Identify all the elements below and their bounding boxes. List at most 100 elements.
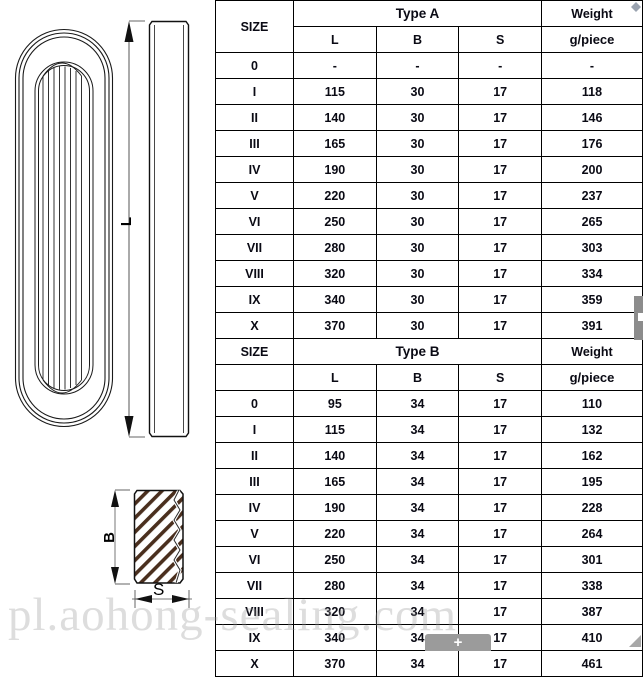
cell-b: 30 [375, 130, 460, 157]
cell-size: IV [215, 494, 294, 521]
cell-b: 34 [375, 416, 460, 443]
cell-size: IX [215, 624, 294, 651]
cell-size: III [215, 130, 294, 157]
cell-s: 17 [458, 494, 542, 521]
cell-l: 370 [293, 312, 377, 339]
cell-weight: 195 [541, 468, 643, 495]
cell-l: 220 [293, 520, 377, 547]
cell-l: 140 [293, 442, 377, 469]
cell-s: 17 [458, 208, 542, 235]
table-row: IX 340 30 17 359 [215, 286, 643, 313]
cell-b: 30 [375, 286, 460, 313]
cell-b: 34 [375, 468, 460, 495]
cell-s: 17 [458, 650, 542, 677]
cell-weight: 391 [541, 312, 643, 339]
cell-weight: 110 [541, 390, 643, 417]
cell-weight: 338 [541, 572, 643, 599]
cell-b: 30 [375, 78, 460, 105]
cell-size: IX [215, 286, 294, 313]
dimension-line-b [100, 489, 130, 585]
cell-size: II [215, 104, 294, 131]
plus-icon: + [453, 634, 463, 651]
scrollbar-thumb[interactable] [634, 296, 643, 340]
cell-s: 17 [458, 598, 542, 625]
cell-size: VI [215, 208, 294, 235]
cell-l: 250 [293, 546, 377, 573]
cell-l: 140 [293, 104, 377, 131]
cell-b: 30 [375, 182, 460, 209]
cell-l: 95 [293, 390, 377, 417]
cell-l: 115 [293, 416, 377, 443]
table-row: V 220 34 17 264 [215, 520, 643, 547]
cell-size: IV [215, 156, 294, 183]
cell-s: 17 [458, 468, 542, 495]
cell-l: 340 [293, 624, 377, 651]
dimension-label-s: S [153, 580, 165, 599]
header-size-spacer [215, 364, 294, 391]
cell-l: 280 [293, 572, 377, 599]
cell-size: I [215, 78, 294, 105]
cell-b: 34 [375, 442, 460, 469]
cell-b: 34 [375, 546, 460, 573]
cell-l: 340 [293, 286, 377, 313]
cell-b: 34 [375, 650, 460, 677]
subheader-weight-unit: g/piece [541, 26, 643, 53]
cell-weight: 228 [541, 494, 643, 521]
table-subheader-row: L B S g/piece [215, 364, 643, 391]
cell-weight: 265 [541, 208, 643, 235]
table-row: I 115 34 17 132 [215, 416, 643, 443]
cell-size: III [215, 468, 294, 495]
header-size: SIZE [215, 0, 294, 53]
cell-b: 30 [375, 234, 460, 261]
subheader-s: S [458, 26, 542, 53]
table-row: VII 280 34 17 338 [215, 572, 643, 599]
header-type: Type B [293, 338, 542, 365]
cell-size: VII [215, 234, 294, 261]
cell-size: II [215, 442, 294, 469]
table-row: III 165 34 17 195 [215, 468, 643, 495]
cell-s: 17 [458, 156, 542, 183]
gasket-cross-section-drawing [133, 489, 191, 585]
cell-s: 17 [458, 390, 542, 417]
cell-s: 17 [458, 442, 542, 469]
cell-l: 190 [293, 156, 377, 183]
cell-weight: 359 [541, 286, 643, 313]
cell-b: 34 [375, 572, 460, 599]
scrollbar-notch [638, 313, 643, 321]
cell-weight: 200 [541, 156, 643, 183]
cell-b: 34 [375, 390, 460, 417]
cell-size: 0 [215, 52, 294, 79]
header-size: SIZE [215, 338, 294, 365]
cell-weight: 387 [541, 598, 643, 625]
subheader-l: L [293, 26, 377, 53]
cell-weight: 176 [541, 130, 643, 157]
cell-size: VII [215, 572, 294, 599]
cell-s: 17 [458, 520, 542, 547]
cell-b: 30 [375, 156, 460, 183]
table-header-row: SIZE Type A Weight [215, 0, 643, 53]
cell-s: 17 [458, 104, 542, 131]
cell-b: 30 [375, 260, 460, 287]
table-row: VI 250 30 17 265 [215, 208, 643, 235]
gasket-specification-table: SIZE Type A Weight L B S g/piece 0 - - -… [215, 0, 643, 677]
cell-l: 320 [293, 260, 377, 287]
gasket-side-view-drawing [148, 20, 190, 438]
cell-b: 34 [375, 520, 460, 547]
cell-l: 320 [293, 598, 377, 625]
table-row: II 140 34 17 162 [215, 442, 643, 469]
cell-size: V [215, 520, 294, 547]
table-row: VIII 320 30 17 334 [215, 260, 643, 287]
cell-b: 30 [375, 208, 460, 235]
table-row: X 370 34 17 461 [215, 650, 643, 677]
subheader-s: S [458, 364, 542, 391]
header-type: Type A [293, 0, 542, 27]
cell-l: 220 [293, 182, 377, 209]
cell-s: 17 [458, 286, 542, 313]
cell-s: 17 [458, 234, 542, 261]
subheader-b: B [375, 26, 460, 53]
cell-weight: 132 [541, 416, 643, 443]
corner-mark-bottom-right [629, 635, 641, 647]
cell-s: 17 [458, 312, 542, 339]
table-row: IV 190 34 17 228 [215, 494, 643, 521]
zoom-in-button[interactable]: + [425, 634, 491, 651]
